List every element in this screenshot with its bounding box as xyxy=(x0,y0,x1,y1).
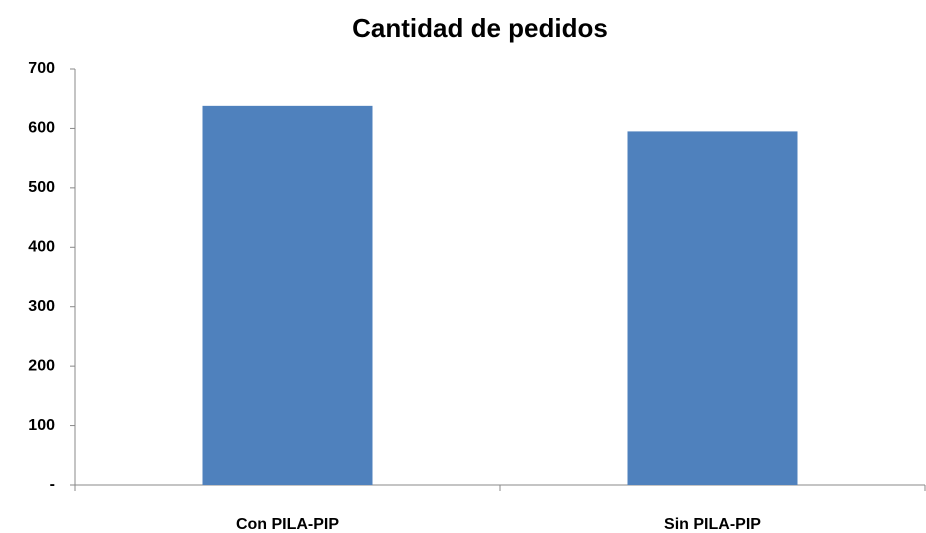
y-tick-label: 700 xyxy=(28,60,55,77)
bar xyxy=(627,131,798,485)
y-tick-label: 500 xyxy=(28,179,55,196)
x-tick-label: Con PILA-PIP xyxy=(236,516,339,533)
x-tick-label: Sin PILA-PIP xyxy=(664,516,761,533)
y-tick-label: 200 xyxy=(28,357,55,374)
y-tick-label: - xyxy=(50,476,55,493)
bar xyxy=(202,105,373,486)
y-tick-label: 100 xyxy=(28,417,55,434)
y-tick-label: 400 xyxy=(28,239,55,256)
y-tick-label: 300 xyxy=(28,298,55,315)
y-tick-label: 600 xyxy=(28,120,55,137)
chart-title: Cantidad de pedidos xyxy=(352,13,608,43)
